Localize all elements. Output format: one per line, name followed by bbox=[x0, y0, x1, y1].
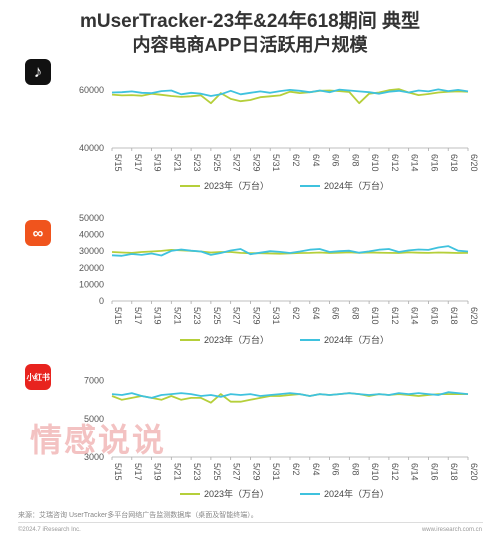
x-tick-label: 5/19 bbox=[153, 154, 163, 172]
x-tick-label: 5/29 bbox=[251, 154, 261, 172]
series-line-2024 bbox=[111, 391, 469, 399]
y-tick-label: 5000 bbox=[84, 414, 104, 424]
x-tick-label: 5/17 bbox=[133, 154, 143, 172]
x-tick-label: 6/18 bbox=[449, 463, 459, 481]
x-tick-label: 6/10 bbox=[370, 307, 380, 325]
x-tick-label: 5/17 bbox=[133, 307, 143, 325]
watermark: 情感说说 bbox=[30, 422, 167, 458]
copyright-text: ©2024.7 iResearch Inc. bbox=[18, 527, 81, 533]
x-tick-label: 5/31 bbox=[271, 154, 281, 172]
y-tick-label: 7000 bbox=[84, 376, 104, 386]
x-tick-label: 6/14 bbox=[410, 154, 420, 172]
y-tick-label: 50000 bbox=[79, 213, 104, 223]
x-tick-label: 6/10 bbox=[370, 463, 380, 481]
y-tick-label: 60000 bbox=[79, 85, 104, 95]
y-tick-label: 40000 bbox=[79, 230, 104, 240]
legend-label: 2023年（万台） bbox=[204, 180, 269, 191]
x-tick-label: 6/8 bbox=[350, 463, 360, 476]
x-tick-label: 6/20 bbox=[469, 154, 479, 172]
x-tick-label: 5/15 bbox=[113, 463, 123, 481]
x-tick-label: 6/8 bbox=[350, 154, 360, 167]
x-tick-label: 6/20 bbox=[469, 463, 479, 481]
chart-title-line2: 内容电商APP日活跃用户规模 bbox=[132, 35, 368, 55]
x-tick-label: 5/23 bbox=[192, 307, 202, 325]
x-tick-label: 5/27 bbox=[232, 463, 242, 481]
x-tick-label: 6/12 bbox=[390, 463, 400, 481]
x-tick-label: 6/6 bbox=[331, 154, 341, 167]
x-tick-label: 6/10 bbox=[370, 154, 380, 172]
x-tick-label: 6/18 bbox=[449, 154, 459, 172]
x-tick-label: 6/16 bbox=[429, 463, 439, 481]
x-tick-label: 5/19 bbox=[153, 307, 163, 325]
x-tick-label: 5/31 bbox=[271, 307, 281, 325]
x-tick-label: 6/16 bbox=[429, 307, 439, 325]
douyin-dau-chart: 40000 60000 5/15 5/17 5/19 5/21 5/23 5/25 5/27 5/… bbox=[79, 85, 479, 191]
x-tick-label: 6/4 bbox=[311, 154, 321, 167]
y-tick-label: 0 bbox=[99, 296, 104, 306]
x-tick-label: 6/14 bbox=[410, 463, 420, 481]
x-tick-label: 5/29 bbox=[251, 463, 261, 481]
x-tick-label: 6/12 bbox=[390, 154, 400, 172]
x-tick-label: 5/27 bbox=[232, 307, 242, 325]
x-tick-label: 6/18 bbox=[449, 307, 459, 325]
legend-label: 2024年（万台） bbox=[324, 180, 389, 191]
x-tick-label: 5/31 bbox=[271, 463, 281, 481]
legend-label: 2024年（万台） bbox=[324, 334, 389, 345]
x-tick-label: 6/8 bbox=[350, 307, 360, 320]
x-tick-label: 5/27 bbox=[232, 154, 242, 172]
chart-title-line1: mUserTracker-23年&24年618期间 典型 bbox=[79, 11, 421, 32]
series-line-2024 bbox=[111, 88, 469, 97]
x-tick-label: 5/29 bbox=[251, 307, 261, 325]
x-tick-label: 6/2 bbox=[291, 307, 301, 320]
x-tick-label: 5/25 bbox=[212, 154, 222, 172]
taobao-icon: ∞ bbox=[25, 220, 51, 246]
x-tick-label: 5/17 bbox=[133, 463, 143, 481]
y-tick-label: 40000 bbox=[79, 143, 104, 153]
series-line-2023 bbox=[111, 392, 468, 404]
douyin-icon: ♪ bbox=[25, 59, 51, 85]
site-url: www.iresearch.com.cn bbox=[421, 527, 482, 533]
x-tick-label: 6/2 bbox=[291, 463, 301, 476]
legend-label: 2024年（万台） bbox=[324, 488, 389, 499]
x-tick-label: 6/14 bbox=[410, 307, 420, 325]
y-tick-label: 30000 bbox=[79, 246, 104, 256]
y-tick-label: 3000 bbox=[84, 452, 104, 462]
x-tick-label: 5/21 bbox=[172, 154, 182, 172]
y-tick-label: 20000 bbox=[79, 263, 104, 273]
x-tick-label: 6/6 bbox=[331, 307, 341, 320]
x-tick-label: 5/25 bbox=[212, 307, 222, 325]
footer-divider bbox=[18, 522, 483, 523]
x-tick-label: 6/16 bbox=[429, 154, 439, 172]
x-tick-label: 6/20 bbox=[469, 307, 479, 325]
x-tick-label: 5/15 bbox=[113, 307, 123, 325]
xiaohongshu-icon: 小红书 bbox=[25, 364, 51, 390]
series-line-2024 bbox=[111, 245, 469, 257]
legend-label: 2023年（万台） bbox=[204, 334, 269, 345]
x-tick-label: 6/12 bbox=[390, 307, 400, 325]
x-tick-label: 5/21 bbox=[172, 307, 182, 325]
x-tick-label: 6/2 bbox=[291, 154, 301, 167]
x-tick-label: 5/15 bbox=[113, 154, 123, 172]
x-tick-label: 5/25 bbox=[212, 463, 222, 481]
source-note: 来源：艾瑞咨询 UserTracker多平台网络广告监测数据库（桌面及智能终端）… bbox=[18, 512, 258, 519]
x-tick-label: 6/6 bbox=[331, 463, 341, 476]
legend-label: 2023年（万台） bbox=[204, 488, 269, 499]
x-tick-label: 5/23 bbox=[192, 463, 202, 481]
x-tick-label: 5/21 bbox=[172, 463, 182, 481]
xiaohongshu-dau-chart: 3000 5000 7000 5/15 5/17 5/19 5/21 5/23 5/25 5/27… bbox=[84, 376, 479, 499]
x-tick-label: 5/19 bbox=[153, 463, 163, 481]
x-tick-label: 6/4 bbox=[311, 463, 321, 476]
taobao-dau-chart: 0 10000 20000 30000 40000 50000 5/15 5/17 5/19 5/… bbox=[79, 213, 479, 345]
x-tick-label: 6/4 bbox=[311, 307, 321, 320]
y-tick-label: 10000 bbox=[79, 279, 104, 289]
x-tick-label: 5/23 bbox=[192, 154, 202, 172]
